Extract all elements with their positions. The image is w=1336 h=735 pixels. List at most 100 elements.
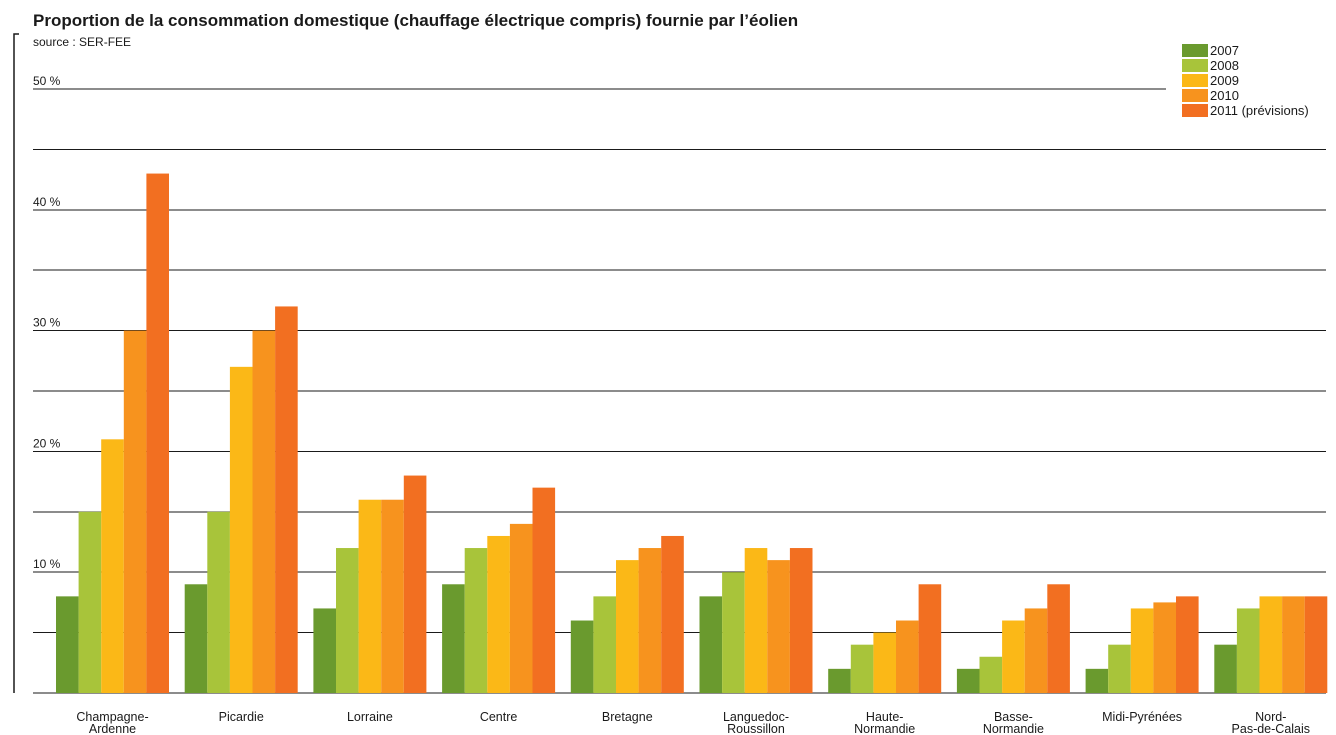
bar [1304,596,1328,693]
bar [570,620,594,693]
x-category-label: Nord-Pas-de-Calais [1232,710,1311,735]
bar [1176,596,1199,693]
chart-legend: 2007 2008 2009 2010 2011 (prévisions) [1182,43,1309,118]
x-category-label-line: Ardenne [89,722,136,735]
bar [896,620,919,693]
x-category-label-line: Lorraine [347,710,393,724]
bar [873,632,896,693]
bar [1002,620,1025,693]
legend-label: 2009 [1210,73,1239,88]
bar [403,475,427,693]
bar [207,511,230,693]
bar [336,548,359,693]
legend-swatch [1182,89,1208,102]
bar [828,668,851,693]
bar [358,499,382,693]
x-category-label: Haute-Normandie [854,710,915,735]
x-category-label-line: Roussillon [727,722,785,735]
bar [509,523,533,693]
bar [1024,608,1048,693]
legend-item-2008: 2008 [1182,58,1309,73]
y-tick-label: 40 % [33,195,61,209]
bar [744,548,768,693]
bar [593,596,616,693]
x-category-label: Champagne-Ardenne [76,710,148,735]
bar [487,535,510,693]
x-category-label-line: Bretagne [602,710,653,724]
legend-label: 2008 [1210,58,1239,73]
legend-swatch [1182,59,1208,72]
chart-title: Proportion de la consommation domestique… [33,11,799,30]
bar [464,548,488,693]
bar [1153,602,1176,693]
x-category-label-line: Centre [480,710,518,724]
x-category-labels: Champagne-Ardenne Picardie Lorraine Centre B… [76,710,1310,735]
bar [1214,644,1237,693]
y-axis-bracket [13,33,19,693]
x-category-label-line: Basse- [994,710,1033,724]
legend-item-2010: 2010 [1182,88,1309,103]
x-category-label: Centre [480,710,518,724]
x-category-label-line: Nord- [1255,710,1286,724]
bar [918,584,942,693]
y-axis-line [13,33,19,693]
bar [56,596,79,693]
x-category-label: Midi-Pyrénées [1102,710,1182,724]
bar [275,306,298,693]
bar [381,499,404,693]
bar [1047,584,1070,693]
y-tick-labels: 10 % 20 % 30 % 40 % 50 % [33,74,61,571]
x-category-label-line: Pas-de-Calais [1232,722,1311,735]
y-tick-label: 30 % [33,316,61,330]
bar [1108,644,1131,693]
x-category-label-line: Champagne- [76,710,148,724]
x-category-label-line: Picardie [219,710,264,724]
x-category-label-line: Normandie [983,722,1044,735]
bar [1259,596,1283,693]
bar [146,173,169,693]
y-tick-label: 20 % [33,436,61,450]
legend-item-2007: 2007 [1182,43,1309,58]
x-category-label-line: Languedoc- [723,710,789,724]
legend-swatch [1182,104,1208,117]
y-tick-label: 10 % [33,557,61,571]
legend-item-2011: 2011 (prévisions) [1182,103,1309,118]
bar [956,668,980,693]
bar [850,644,874,693]
bars [56,173,1328,693]
bar [699,596,723,693]
chart-subtitle: source : SER-FEE [33,35,132,49]
bar [313,608,336,693]
x-category-label-line: Normandie [854,722,915,735]
legend-swatch [1182,74,1208,87]
bar [1236,608,1260,693]
legend-label: 2011 (prévisions) [1210,103,1309,118]
bar [78,511,102,693]
x-category-label: Lorraine [347,710,393,724]
bar [252,330,276,693]
bar [767,560,790,693]
bar [722,572,745,693]
y-tick-label: 50 % [33,74,61,88]
bar [638,548,662,693]
legend-label: 2010 [1210,88,1239,103]
x-category-label: Basse-Normandie [983,710,1044,735]
bar [1282,596,1305,693]
bar [661,535,684,693]
bar [1085,668,1109,693]
x-category-label-line: Midi-Pyrénées [1102,710,1182,724]
bar [229,366,253,693]
bar [1130,608,1154,693]
legend-item-2009: 2009 [1182,73,1309,88]
x-category-label-line: Haute- [866,710,904,724]
bar [184,584,208,693]
bar [442,584,465,693]
x-category-label: Picardie [219,710,264,724]
x-category-label: Languedoc-Roussillon [723,710,789,735]
bar [789,548,813,693]
legend-label: 2007 [1210,43,1239,58]
legend-swatch [1182,44,1208,57]
bar [123,330,147,693]
bar [532,487,556,693]
